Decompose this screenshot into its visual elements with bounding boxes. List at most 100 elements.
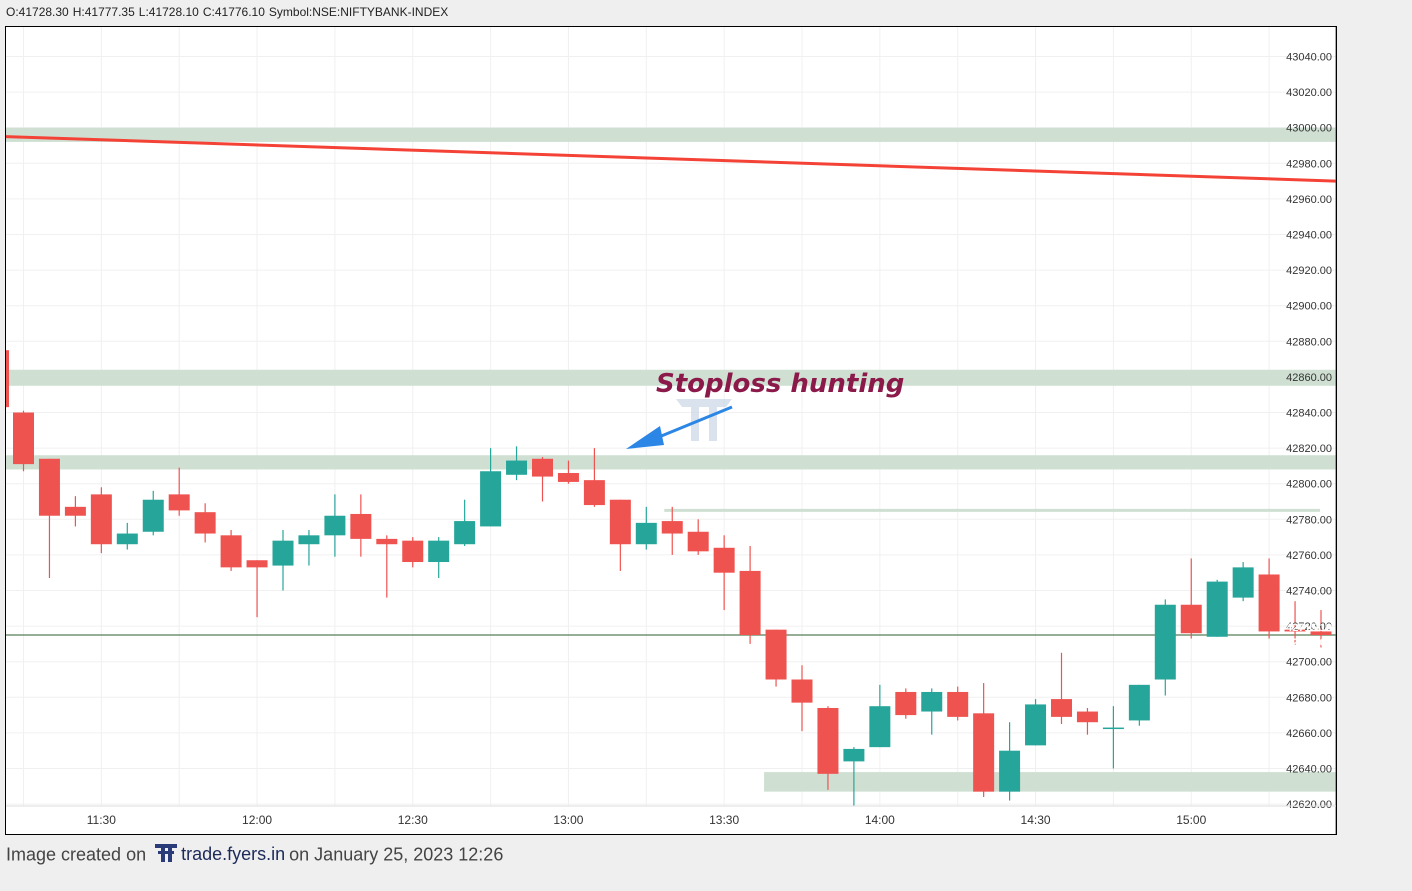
candle-body[interactable] xyxy=(220,535,242,568)
candle-body[interactable] xyxy=(194,512,216,534)
y-tick-label: 42940.00 xyxy=(1286,230,1332,242)
candle-body[interactable] xyxy=(869,706,891,748)
y-tick-label: 43040.00 xyxy=(1286,52,1332,64)
candle-body[interactable] xyxy=(1128,684,1150,721)
chart-panel[interactable]: Stoploss hunting 43040.00 43020.00 43000.00… xyxy=(5,26,1337,835)
y-tick-label: 42920.00 xyxy=(1286,265,1332,277)
annotation-text: Stoploss hunting xyxy=(656,369,904,399)
candlestick-chart[interactable]: Stoploss hunting 43040.00 43020.00 43000.00… xyxy=(6,27,1336,834)
candle-body[interactable] xyxy=(272,540,294,566)
candle-body[interactable] xyxy=(376,538,398,545)
candle-body[interactable] xyxy=(687,531,709,552)
candle-body[interactable] xyxy=(843,748,865,762)
candle-body[interactable] xyxy=(1180,604,1202,634)
y-tick-label: 42680.00 xyxy=(1286,692,1332,704)
y-tick-label: 42980.00 xyxy=(1286,158,1332,170)
sr-zone xyxy=(6,455,1336,470)
x-tick-label: 13:30 xyxy=(709,813,739,827)
x-tick-label: 12:00 xyxy=(242,813,272,827)
watermark-logo xyxy=(691,407,699,441)
candle-body[interactable] xyxy=(1284,629,1306,632)
candle-body[interactable] xyxy=(1206,581,1228,637)
price-label-text: 42715.10 xyxy=(1286,622,1332,634)
annotation-arrow xyxy=(653,405,733,441)
candle-body[interactable] xyxy=(142,499,164,532)
candle-body[interactable] xyxy=(454,521,476,545)
candle-body[interactable] xyxy=(973,713,995,792)
candle-body[interactable] xyxy=(1051,699,1072,717)
candle-body[interactable] xyxy=(635,522,657,545)
footer-suffix: on January 25, 2023 12:26 xyxy=(289,844,504,865)
candle-body[interactable] xyxy=(13,412,34,465)
candle-body[interactable] xyxy=(583,480,605,506)
trendline[interactable] xyxy=(6,135,1336,183)
y-tick-label: 43000.00 xyxy=(1286,123,1332,135)
y-tick-label: 42700.00 xyxy=(1286,657,1332,669)
candle-body[interactable] xyxy=(64,506,86,516)
candle-body[interactable] xyxy=(38,458,60,516)
y-tick-label: 42720.00 xyxy=(1286,621,1332,633)
candle-body[interactable] xyxy=(609,499,631,545)
candle-body[interactable] xyxy=(895,691,917,716)
candle-body[interactable] xyxy=(947,691,969,717)
candle-body[interactable] xyxy=(428,540,450,563)
sr-zone xyxy=(6,369,1336,386)
x-tick-label: 15:00 xyxy=(1176,813,1206,827)
annotation-arrowhead xyxy=(626,426,664,449)
x-tick-label: 14:30 xyxy=(1021,813,1051,827)
candle-body[interactable] xyxy=(480,471,502,527)
candle-body[interactable] xyxy=(765,629,787,680)
candle-body[interactable] xyxy=(1025,704,1047,746)
footer-site[interactable]: trade.fyers.in xyxy=(181,844,286,865)
footer-credit: Image created on trade.fyers.in on Januar… xyxy=(6,843,503,868)
candle-body[interactable] xyxy=(116,533,138,545)
candle-body[interactable] xyxy=(817,707,839,774)
ohlc-header: O:41728.30 H:41777.35 L:41728.10 C:41776.10… xyxy=(6,5,452,19)
candle-body[interactable] xyxy=(90,494,112,545)
candle-body[interactable] xyxy=(168,494,190,511)
y-tick-label: 42740.00 xyxy=(1286,586,1332,598)
candle-body[interactable] xyxy=(1258,574,1280,632)
candle-body[interactable] xyxy=(532,458,553,477)
high-value: H:41777.35 xyxy=(72,5,135,19)
candle-body[interactable] xyxy=(739,570,761,635)
y-tick-label: 42780.00 xyxy=(1286,514,1332,526)
low-value: L:41728.10 xyxy=(138,5,199,19)
candle-body[interactable] xyxy=(1076,711,1098,723)
candle-body[interactable] xyxy=(1310,631,1332,635)
symbol-label: Symbol:NSE:NIFTYBANK-INDEX xyxy=(268,5,449,19)
sr-zone xyxy=(764,772,1336,792)
close-value: C:41776.10 xyxy=(202,5,265,19)
fyers-logo-icon xyxy=(155,843,178,868)
y-tick-label: 42860.00 xyxy=(1286,372,1332,384)
footer-prefix: Image created on xyxy=(6,844,147,865)
watermark-logo xyxy=(676,399,732,407)
candle-body[interactable] xyxy=(402,540,424,563)
candle-body xyxy=(6,350,9,408)
candle-body[interactable] xyxy=(661,521,683,534)
candle-body[interactable] xyxy=(1102,727,1124,730)
watermark-logo xyxy=(709,407,717,441)
x-tick-label: 13:00 xyxy=(553,813,583,827)
candle-body[interactable] xyxy=(921,691,943,712)
candle-body[interactable] xyxy=(350,513,372,539)
y-tick-label: 42660.00 xyxy=(1286,728,1332,740)
candle-body[interactable] xyxy=(506,460,528,475)
y-tick-label: 42620.00 xyxy=(1286,799,1332,811)
candle-body[interactable] xyxy=(557,473,579,482)
candle-body[interactable] xyxy=(713,547,735,573)
candle-body[interactable] xyxy=(246,560,268,568)
x-tick-label: 14:00 xyxy=(865,813,895,827)
y-tick-label: 42960.00 xyxy=(1286,194,1332,206)
candle-body[interactable] xyxy=(298,535,320,545)
y-tick-label: 42840.00 xyxy=(1286,408,1332,420)
open-value: O:41728.30 xyxy=(6,5,69,19)
candle-body[interactable] xyxy=(324,515,346,536)
x-tick-label: 11:30 xyxy=(87,813,116,827)
y-tick-label: 43020.00 xyxy=(1286,87,1332,99)
candle-body[interactable] xyxy=(1154,604,1176,680)
sr-zone xyxy=(6,127,1336,142)
candle-body[interactable] xyxy=(1232,567,1254,598)
candle-body[interactable] xyxy=(791,679,813,703)
candle-body[interactable] xyxy=(999,750,1021,792)
